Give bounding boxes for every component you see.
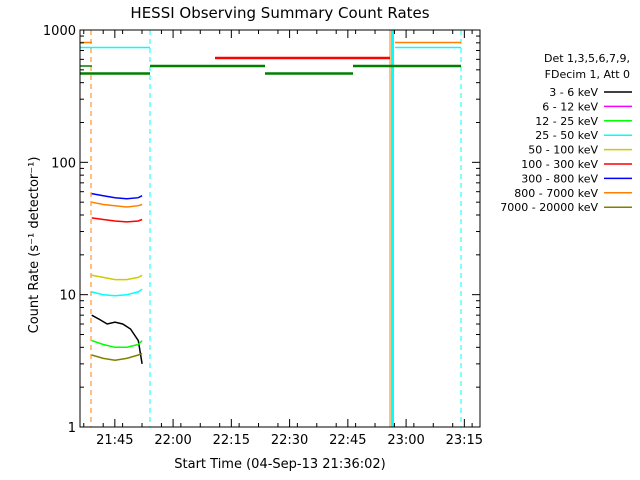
x-axis-label: Start Time (04-Sep-13 21:36:02) bbox=[174, 457, 385, 472]
series-line bbox=[91, 217, 143, 223]
legend-label: 800 - 7000 keV bbox=[514, 187, 598, 200]
x-tick-label: 22:45 bbox=[329, 433, 366, 448]
chart-title: HESSI Observing Summary Count Rates bbox=[130, 4, 429, 22]
x-tick-label: 22:00 bbox=[154, 433, 191, 448]
y-tick-label: 1 bbox=[68, 421, 76, 436]
y-axis: 1 10 100 1000 bbox=[43, 24, 480, 436]
x-tick-label: 23:00 bbox=[387, 433, 424, 448]
legend-label: 25 - 50 keV bbox=[535, 129, 598, 142]
y-tick-label: 1000 bbox=[43, 24, 76, 39]
x-tick-label: 21:45 bbox=[96, 433, 133, 448]
legend-label: 7000 - 20000 keV bbox=[500, 201, 598, 214]
plot-overlays bbox=[79, 30, 462, 427]
x-axis: 21:45 22:00 22:15 22:30 22:45 23:00 23:15 bbox=[83, 30, 483, 448]
legend-label: 100 - 300 keV bbox=[521, 158, 598, 171]
legend-label: 6 - 12 keV bbox=[542, 100, 598, 113]
legend-header-line: Det 1,3,5,6,7,9, bbox=[544, 52, 630, 65]
y-tick-label: 100 bbox=[51, 156, 76, 171]
series-line bbox=[91, 314, 143, 365]
legend-label: 12 - 25 keV bbox=[535, 115, 598, 128]
y-tick-label: 10 bbox=[59, 289, 76, 304]
series-line bbox=[91, 352, 143, 361]
series-line bbox=[91, 288, 143, 297]
series-line bbox=[91, 192, 143, 200]
x-tick-label: 22:15 bbox=[213, 433, 250, 448]
legend-header-line: FDecim 1, Att 0 bbox=[545, 68, 630, 81]
series-line bbox=[91, 274, 143, 281]
x-tick-label: 22:30 bbox=[271, 433, 308, 448]
y-axis-label: Count Rate (s⁻¹ detector⁻¹) bbox=[27, 157, 42, 334]
series-layer bbox=[91, 192, 143, 365]
legend: Det 1,3,5,6,7,9, FDecim 1, Att 0 3 - 6 k… bbox=[500, 52, 632, 214]
mode-boundary-band bbox=[391, 30, 394, 427]
series-line bbox=[91, 201, 143, 208]
plot-frame bbox=[79, 29, 481, 428]
legend-label: 50 - 100 keV bbox=[528, 144, 598, 157]
legend-label: 3 - 6 keV bbox=[549, 86, 598, 99]
x-tick-label: 23:15 bbox=[446, 433, 483, 448]
series-line bbox=[91, 339, 143, 349]
legend-label: 300 - 800 keV bbox=[521, 172, 598, 185]
